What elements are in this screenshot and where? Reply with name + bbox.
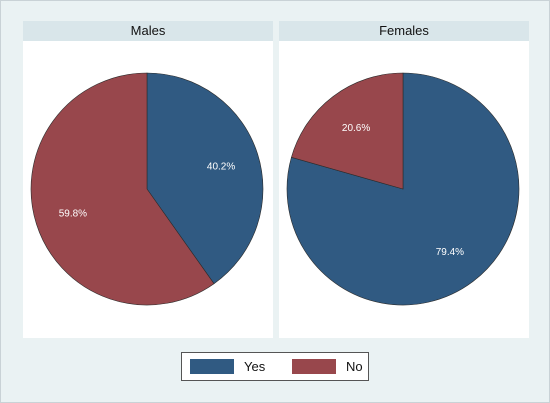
pie-slice-females-no [291,72,404,190]
slice-label-females-no: 20.6% [342,123,370,134]
legend-label-no: No [346,359,363,374]
slice-label-males-yes: 40.2% [207,161,235,172]
slice-label-males-no: 59.8% [59,209,87,220]
legend: Yes No [181,352,369,381]
slice-label-females-yes: 79.4% [436,247,464,258]
panel-title-males: Males [23,21,273,41]
legend-swatch-no [292,359,336,374]
pie-slice-males-no [30,72,215,306]
pie-panel-females: Females 79.4% 20.6% [279,21,529,338]
pie-chart-males: 40.2% 59.8% [30,72,264,306]
legend-label-yes: Yes [244,359,266,374]
legend-swatch-yes [190,359,234,374]
pie-chart-females: 79.4% 20.6% [286,72,520,306]
panel-title-females: Females [279,21,529,41]
pie-slice-males-yes [146,72,264,285]
pie-panel-males: Males 40.2% 59.8% [23,21,273,338]
